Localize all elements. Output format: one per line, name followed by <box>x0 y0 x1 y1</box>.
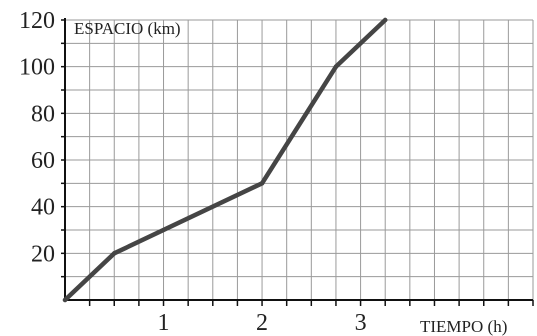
data-point <box>63 298 67 302</box>
data-point <box>260 181 264 185</box>
x-tick-label: 3 <box>355 310 367 336</box>
tick-marks <box>61 20 533 306</box>
grid <box>65 20 533 300</box>
y-tick-label: 120 <box>19 8 55 34</box>
data-point <box>112 251 116 255</box>
data-point <box>334 64 338 68</box>
y-tick-label: 100 <box>19 55 55 81</box>
y-axis-title: ESPACIO (km) <box>74 19 181 38</box>
y-tick-label: 80 <box>31 101 55 127</box>
x-axis-title: TIEMPO (h) <box>420 317 507 336</box>
data-point <box>383 18 387 22</box>
y-tick-label: 60 <box>31 148 55 174</box>
y-tick-label: 40 <box>31 195 55 221</box>
tick-labels: 20 40 60 80 100 120 1 2 3 <box>19 8 367 336</box>
y-tick-label: 20 <box>31 241 55 267</box>
x-tick-label: 2 <box>256 310 268 336</box>
x-tick-label: 1 <box>158 310 170 336</box>
